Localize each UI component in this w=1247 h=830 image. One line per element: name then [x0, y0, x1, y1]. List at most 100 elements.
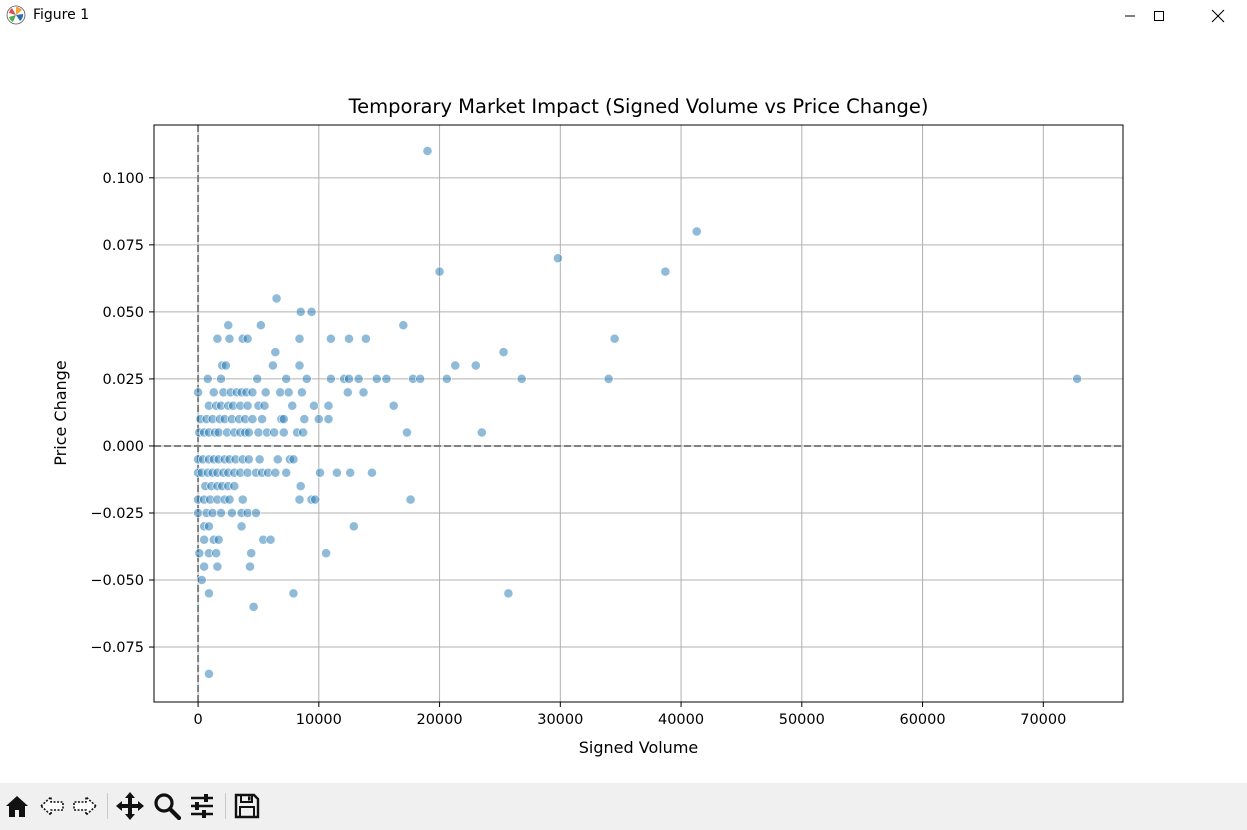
y-axis-label: Price Change — [51, 360, 70, 465]
scatter-point — [265, 534, 276, 545]
configure-subplots-button[interactable] — [186, 790, 218, 822]
scatter-point — [295, 481, 306, 492]
y-tick-label: 0.025 — [102, 372, 144, 388]
x-tick-label: 30000 — [537, 712, 583, 728]
scatter-point — [216, 373, 226, 384]
close-button[interactable] — [1195, 0, 1241, 32]
scatter-point — [203, 588, 214, 599]
scatter-point — [212, 561, 223, 572]
axes-frame — [153, 124, 1124, 703]
grid-lines — [154, 125, 1123, 702]
scatter-point — [398, 320, 409, 331]
scatter-point — [434, 266, 445, 277]
scatter-point — [310, 494, 321, 505]
scatter-point — [325, 333, 336, 344]
scatter-point — [211, 548, 222, 559]
scatter-point — [331, 467, 342, 478]
y-tick-label: 0.100 — [102, 171, 144, 187]
scatter-point — [603, 373, 614, 384]
x-tick-label: 0 — [193, 712, 202, 728]
x-tick-label: 60000 — [899, 712, 945, 728]
scatter-point — [242, 400, 253, 411]
save-button[interactable] — [231, 790, 263, 822]
scatter-point — [516, 373, 527, 384]
scatter-point — [323, 414, 334, 425]
scatter-point — [660, 266, 671, 277]
forward-arrow-icon — [73, 795, 98, 817]
scatter-point — [255, 320, 266, 331]
scatter-point — [415, 373, 426, 384]
navigation-toolbar — [0, 783, 1247, 830]
title-bar[interactable]: Figure 1 — [0, 0, 1247, 32]
scatter-point — [247, 414, 258, 425]
scatter-point — [288, 588, 299, 599]
scatter-point — [213, 534, 224, 545]
forward-button[interactable] — [69, 790, 101, 822]
home-button[interactable] — [1, 790, 33, 822]
subplots-sliders-icon — [191, 794, 213, 818]
back-arrow-icon — [39, 795, 64, 817]
scatter-point — [470, 360, 481, 371]
scatter-point — [342, 387, 353, 398]
y-tick-label: 0.050 — [102, 305, 144, 321]
figure-canvas[interactable]: 0 10000 20000 30000 40000 50000 60000 70000 −0.0… — [0, 32, 1247, 783]
x-tick-label: 10000 — [296, 712, 342, 728]
y-tick-label: −0.025 — [90, 506, 144, 522]
y-tick-label: −0.075 — [90, 640, 144, 656]
scatter-point — [236, 521, 247, 532]
back-button[interactable] — [36, 790, 68, 822]
scatter-point — [275, 387, 286, 398]
pan-button[interactable] — [114, 790, 146, 822]
x-axis-label: Signed Volume — [579, 738, 699, 757]
scatter-point — [371, 373, 382, 384]
minimize-button[interactable] — [1107, 0, 1153, 32]
scatter-point — [309, 400, 319, 411]
scatter-point — [229, 481, 240, 492]
chart-title: Temporary Market Impact (Signed Volume v… — [348, 95, 929, 118]
scatter-point — [251, 508, 261, 518]
scatter-point — [194, 548, 205, 559]
scatter-point — [294, 360, 305, 371]
scatter-point — [281, 373, 292, 384]
scatter-point — [254, 454, 265, 465]
scatter-point — [294, 333, 305, 344]
scatter-point — [348, 521, 359, 532]
matplotlib-logo-icon — [6, 5, 26, 25]
scatter-point — [441, 373, 452, 384]
scatter-point — [295, 306, 306, 317]
scatter-point — [242, 467, 253, 478]
scatter-point — [353, 373, 364, 384]
scatter-point — [242, 333, 253, 344]
scatter-point — [203, 668, 214, 679]
toolbar-separator — [107, 793, 108, 819]
scatter-point — [199, 561, 210, 572]
scatter-point — [298, 427, 309, 438]
scatter-point — [287, 400, 298, 411]
scatter-point — [358, 387, 369, 398]
maximize-button[interactable] — [1136, 0, 1182, 32]
toolbar-separator — [225, 793, 226, 819]
scatter-point — [402, 427, 412, 438]
scatter-point — [422, 146, 433, 156]
scatter-point — [196, 575, 207, 585]
scatter-point — [325, 373, 336, 384]
scatter-point — [207, 508, 218, 518]
scatter-point — [366, 467, 377, 478]
scatter-point — [248, 601, 259, 612]
scatter-point — [281, 467, 292, 478]
y-tick-label: 0.075 — [102, 238, 144, 254]
scatter-point — [388, 400, 399, 411]
scatter-point — [243, 427, 254, 438]
scatter-point — [313, 414, 324, 425]
scatter-point — [246, 548, 257, 559]
zoom-button[interactable] — [151, 790, 183, 822]
scatter-point — [203, 521, 214, 532]
scatter-point — [259, 400, 270, 411]
scatter-point — [223, 320, 234, 331]
scatter-point — [270, 347, 281, 358]
maximize-icon — [1154, 11, 1164, 21]
scatter-point — [296, 387, 307, 398]
scatter-point — [253, 427, 264, 438]
scatter-point — [552, 253, 563, 264]
scatter-point — [243, 454, 254, 465]
